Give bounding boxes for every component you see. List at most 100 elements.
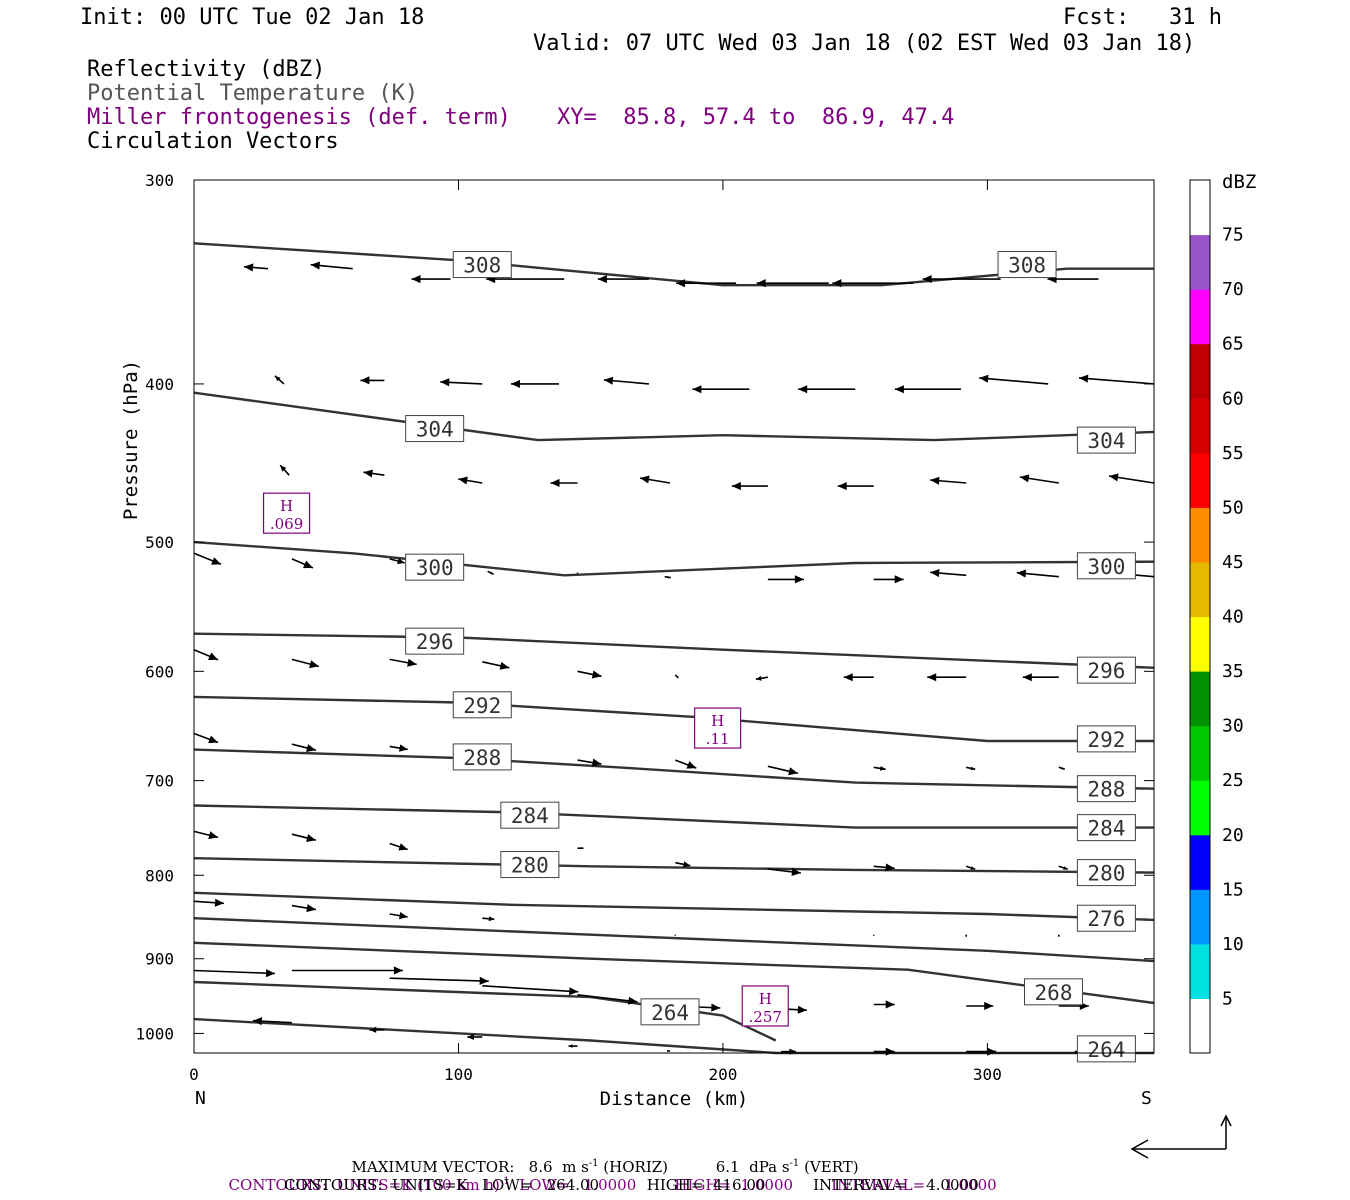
circulation-vector — [274, 375, 285, 385]
vector-shaft — [193, 969, 276, 975]
circulation-vector — [1019, 474, 1059, 484]
colorbar-bin — [1190, 943, 1210, 999]
vector-head — [397, 558, 405, 565]
colorbar-label: 65 — [1222, 334, 1244, 355]
vector-head — [987, 1047, 997, 1056]
circulation-vector — [832, 279, 914, 288]
circulation-vector — [798, 385, 856, 394]
vector-head — [794, 575, 804, 584]
contour-label: 280 — [1087, 862, 1125, 886]
contour-label: 284 — [511, 804, 549, 828]
circulation-vector — [873, 1047, 895, 1056]
contour-label-box — [500, 801, 560, 829]
circulation-vector — [482, 661, 510, 670]
max-value: .069 — [270, 515, 303, 533]
vector-head — [970, 766, 976, 771]
circulation-vector — [458, 476, 483, 485]
circulation-vector — [577, 670, 602, 679]
vector-shaft — [389, 977, 489, 982]
contour-label: 288 — [1087, 778, 1125, 802]
vector-head — [244, 263, 254, 272]
max-vector-vert-value: 6.1 dPa s — [715, 1158, 790, 1176]
contour-label: 296 — [416, 630, 454, 654]
circulation-vector — [291, 904, 317, 913]
vector-head — [894, 575, 904, 584]
max-label: H — [711, 712, 724, 730]
circulation-vector — [291, 743, 317, 752]
field-reflectivity: Reflectivity (dBZ) — [87, 57, 326, 82]
isentrope-line — [193, 857, 1155, 874]
circulation-vector — [291, 658, 320, 669]
circulation-vector — [389, 842, 408, 851]
contour-label: 304 — [416, 418, 454, 442]
contour-label-box — [1076, 1035, 1136, 1063]
circulation-vector — [675, 861, 691, 868]
contour-label: 300 — [1087, 555, 1125, 579]
vector-head — [692, 385, 702, 394]
x-tick-label: 0 — [189, 1065, 199, 1084]
circulation-vector — [389, 558, 405, 565]
vector-head — [399, 744, 408, 752]
y-tick-label: 1000 — [135, 1024, 174, 1043]
circulation-vector — [360, 376, 385, 385]
circulation-vector — [1058, 865, 1069, 871]
vector-head — [488, 916, 495, 922]
colorbar-label: 35 — [1222, 661, 1244, 682]
max-label: H — [759, 990, 772, 1008]
vector-head — [458, 476, 468, 485]
colorbar-label: 60 — [1222, 388, 1244, 409]
vector-shaft — [482, 985, 579, 993]
vector-head — [885, 863, 895, 872]
contour-label-box — [1076, 904, 1136, 932]
max-box — [741, 985, 789, 1027]
vector-head — [467, 1033, 474, 1040]
dbz-colorbar: 5 10 15 20 25 30 35 40 45 50 55 60 65 70 75 — [1189, 179, 1244, 1054]
vector-head — [490, 571, 494, 575]
vector-head — [393, 966, 403, 975]
circulation-vector — [755, 675, 769, 681]
contour-label-box — [1076, 426, 1136, 454]
contour-label-box — [1076, 775, 1136, 803]
colorbar-label: 75 — [1222, 225, 1244, 246]
vector-head — [407, 658, 417, 667]
colorbar-label: 45 — [1222, 552, 1244, 573]
contour-label-box — [452, 743, 512, 771]
vector-head — [686, 761, 697, 769]
vector-head — [676, 279, 686, 288]
colorbar-bin — [1190, 616, 1210, 672]
contour-label: 292 — [1087, 728, 1125, 752]
field-theta: Potential Temperature (K) — [87, 81, 419, 106]
vector-head — [211, 557, 221, 565]
circulation-vector — [639, 475, 671, 484]
vector-head — [640, 475, 650, 484]
contour-label-layer: 308 308 304 304 300 300 296 296 292 292 288 288 284 2… — [405, 251, 1136, 1063]
vector-head — [550, 478, 560, 487]
vector-head — [798, 385, 808, 394]
circulation-vector — [482, 916, 495, 922]
contours-frontogenesis-units: CONTOURS: UNITS=K (100 km h) — [228, 1176, 500, 1194]
circulation-vector — [363, 469, 385, 478]
vector-head — [922, 275, 932, 284]
circulation-vector — [922, 275, 1001, 284]
circulation-vector — [676, 279, 737, 288]
colorbar-bin — [1190, 725, 1210, 781]
vector-head — [667, 1050, 669, 1052]
contour-label-box — [452, 251, 512, 279]
contour-label: 308 — [1008, 254, 1046, 278]
y-axis-label: Pressure (hPa) — [120, 360, 142, 520]
circulation-vector — [966, 766, 976, 771]
vector-head — [1022, 673, 1032, 682]
field-circulation: Circulation Vectors — [87, 129, 339, 154]
circulation-vector — [487, 570, 494, 576]
vector-head — [979, 374, 989, 383]
reference-vector-icon — [1130, 1114, 1232, 1159]
colorbar-label: 25 — [1222, 770, 1244, 791]
vector-head — [930, 476, 940, 485]
isentrope-line — [193, 804, 1154, 829]
x-end-label-south: S — [1141, 1088, 1152, 1109]
circulation-vector — [674, 674, 679, 679]
vector-head — [885, 1000, 895, 1009]
contour-label: 300 — [416, 556, 454, 580]
